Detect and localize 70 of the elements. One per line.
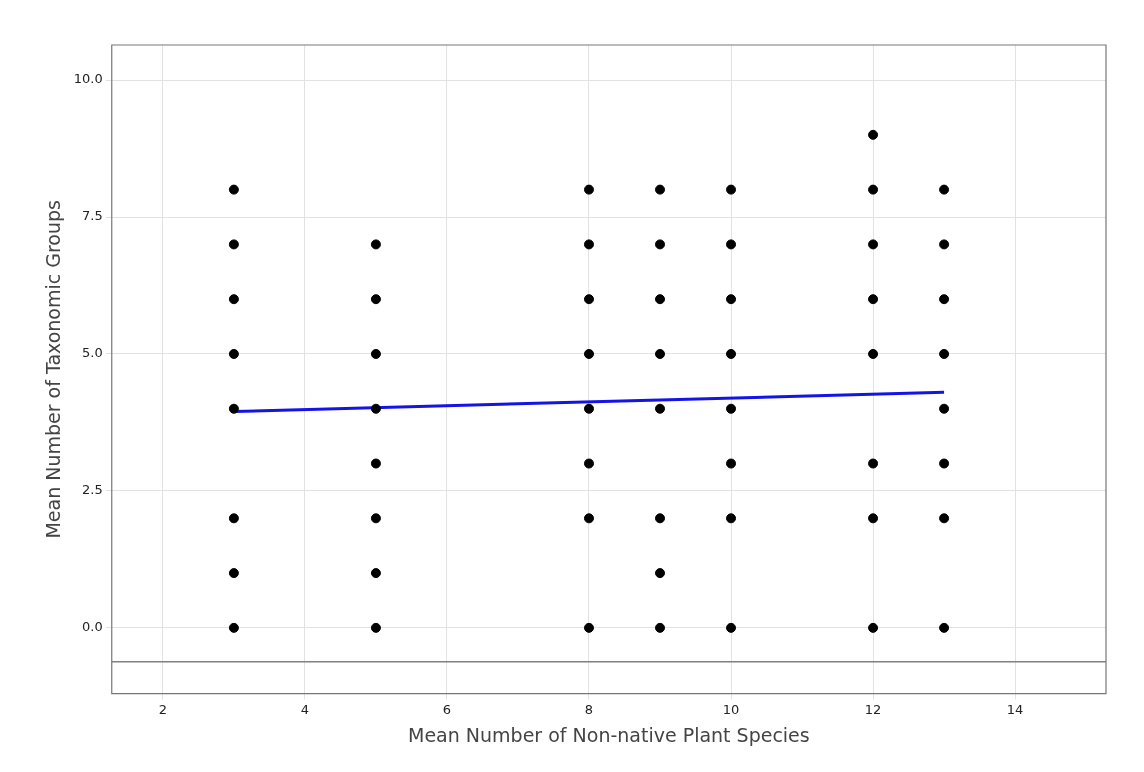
- x-tick-label: 2: [158, 701, 168, 717]
- y-tick-label: 5.0: [82, 345, 103, 361]
- point: [868, 513, 879, 524]
- point: [370, 294, 381, 305]
- point: [726, 348, 737, 359]
- point: [868, 458, 879, 469]
- point: [868, 348, 879, 359]
- point: [370, 458, 381, 469]
- point: [868, 294, 879, 305]
- point: [868, 129, 879, 140]
- point: [726, 184, 737, 195]
- point: [939, 294, 950, 305]
- point: [655, 568, 666, 579]
- point: [726, 622, 737, 633]
- point: [726, 458, 737, 469]
- point: [583, 458, 594, 469]
- point: [228, 239, 239, 250]
- point: [726, 403, 737, 414]
- point: [868, 239, 879, 250]
- point: [583, 403, 594, 414]
- x-axis-title: Mean Number of Non-native Plant Species: [408, 723, 810, 746]
- point: [939, 348, 950, 359]
- point: [228, 348, 239, 359]
- point: [655, 239, 666, 250]
- point: [583, 294, 594, 305]
- point: [370, 403, 381, 414]
- point: [726, 294, 737, 305]
- point: [370, 239, 381, 250]
- point: [655, 622, 666, 633]
- x-tick-label: 6: [442, 701, 452, 717]
- point: [370, 513, 381, 524]
- y-tick-label: 0.0: [82, 619, 103, 635]
- point: [939, 239, 950, 250]
- point: [939, 184, 950, 195]
- point: [655, 184, 666, 195]
- point: [370, 568, 381, 579]
- point: [655, 348, 666, 359]
- x-tick-label: 8: [584, 701, 594, 717]
- point: [655, 403, 666, 414]
- y-tick-label: 7.5: [82, 208, 103, 224]
- point: [868, 184, 879, 195]
- point: [583, 348, 594, 359]
- point: [583, 513, 594, 524]
- point: [726, 239, 737, 250]
- point: [370, 348, 381, 359]
- point: [939, 622, 950, 633]
- point: [939, 458, 950, 469]
- point: [655, 294, 666, 305]
- point: [370, 622, 381, 633]
- point: [939, 403, 950, 414]
- x-tick-label: 10: [722, 701, 740, 717]
- point: [228, 403, 239, 414]
- point: [583, 622, 594, 633]
- point: [228, 622, 239, 633]
- x-tick-label: 12: [864, 701, 882, 717]
- point: [868, 622, 879, 633]
- x-tick-label: 14: [1006, 701, 1024, 717]
- point: [228, 294, 239, 305]
- point: [228, 568, 239, 579]
- point: [583, 239, 594, 250]
- point: [726, 513, 737, 524]
- x-tick-label: 4: [300, 701, 310, 717]
- point: [228, 184, 239, 195]
- y-tick-label: 2.5: [82, 482, 103, 498]
- y-axis-title: Mean Number of Taxonomic Groups: [42, 200, 65, 539]
- point: [655, 513, 666, 524]
- y-tick-label: 10.0: [73, 71, 103, 87]
- point: [583, 184, 594, 195]
- point: [228, 513, 239, 524]
- point: [939, 513, 950, 524]
